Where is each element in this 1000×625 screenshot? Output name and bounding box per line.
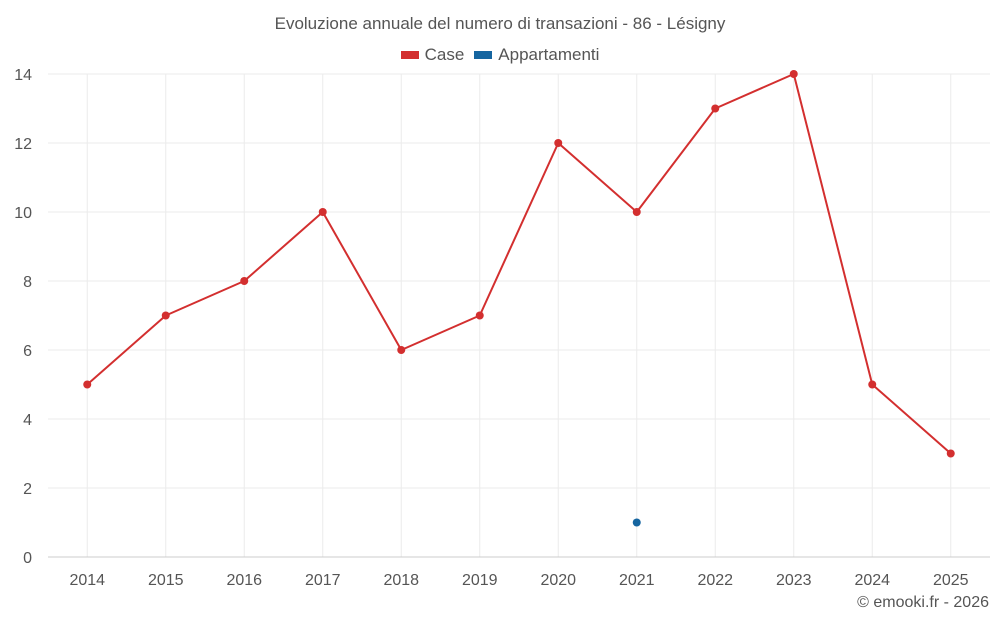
legend-swatch-appartamenti <box>474 51 493 59</box>
y-tick-label-12: 12 <box>14 136 32 153</box>
x-tick-label-2024: 2024 <box>854 572 890 589</box>
x-tick-label-2019: 2019 <box>462 572 498 589</box>
point-case-2018[interactable] <box>397 346 406 354</box>
x-tick-label-2021: 2021 <box>619 572 655 589</box>
y-tick-label-10: 10 <box>14 205 32 222</box>
point-case-2019[interactable] <box>475 311 484 320</box>
y-tick-label-8: 8 <box>23 274 32 291</box>
legend-swatch-case <box>400 51 419 59</box>
point-case-2024[interactable] <box>868 380 877 389</box>
x-tick-label-2022: 2022 <box>697 572 733 589</box>
point-case-2023[interactable] <box>789 70 798 78</box>
legend-item-appartamenti[interactable]: Appartamenti <box>474 45 599 65</box>
y-tick-label-6: 6 <box>23 343 32 360</box>
y-tick-label-4: 4 <box>23 412 32 429</box>
x-tick-label-2016: 2016 <box>226 572 262 589</box>
grid-lines <box>48 73 990 557</box>
point-case-2022[interactable] <box>711 104 720 113</box>
legend: Case Appartamenti <box>0 45 1000 65</box>
point-case-2016[interactable] <box>240 277 249 285</box>
chart-title: Evoluzione annuale del numero di transaz… <box>274 14 726 33</box>
x-tick-label-2014: 2014 <box>69 572 105 589</box>
tick-labels: 0 2 4 6 8 10 12 14 2014 2015 2016 2017 2018 2019 2020 2… <box>14 67 968 589</box>
point-case-2015[interactable] <box>161 311 170 320</box>
x-tick-label-2015: 2015 <box>148 572 184 589</box>
y-tick-label-0: 0 <box>23 550 32 567</box>
x-tick-label-2025: 2025 <box>933 572 969 589</box>
series <box>83 70 955 527</box>
legend-label-case: Case <box>424 45 465 64</box>
y-tick-label-14: 14 <box>14 67 32 84</box>
point-case-2025[interactable] <box>946 449 955 458</box>
point-case-2017[interactable] <box>318 208 327 216</box>
point-case-2014[interactable] <box>83 380 92 389</box>
point-case-2020[interactable] <box>554 139 563 147</box>
legend-item-case[interactable]: Case <box>400 45 465 65</box>
point-appartamenti-2021[interactable] <box>632 518 641 527</box>
credit-text: © emooki.fr - 2026 <box>857 594 989 611</box>
x-tick-label-2018: 2018 <box>383 572 419 589</box>
series-line-case <box>86 73 952 455</box>
x-tick-label-2017: 2017 <box>305 572 341 589</box>
point-case-2021[interactable] <box>632 208 641 216</box>
y-tick-label-2: 2 <box>23 481 32 498</box>
x-tick-label-2023: 2023 <box>776 572 812 589</box>
legend-label-appartamenti: Appartamenti <box>498 45 600 64</box>
x-tick-label-2020: 2020 <box>540 572 576 589</box>
